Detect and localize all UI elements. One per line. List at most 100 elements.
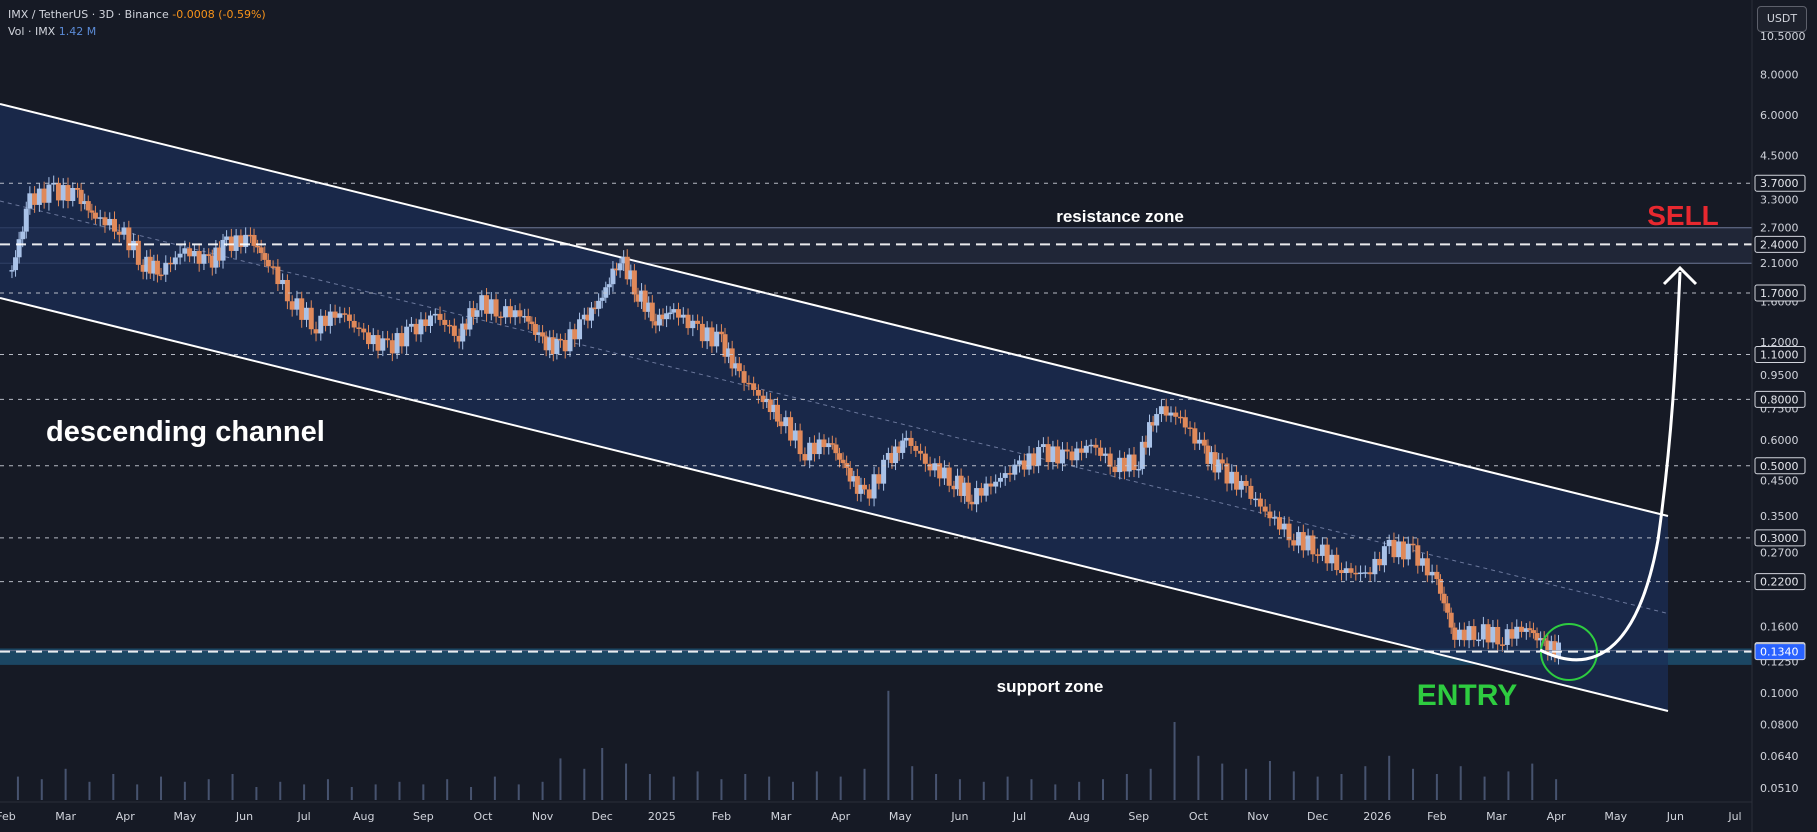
candle-body xyxy=(484,295,490,314)
candle-body xyxy=(1523,628,1529,632)
candle-body xyxy=(1381,546,1387,566)
candle-body xyxy=(1136,468,1142,471)
candle-body xyxy=(209,255,215,268)
arrow-head-icon xyxy=(1662,265,1698,286)
candle-body xyxy=(351,320,357,328)
price-tick-label: 0.4500 xyxy=(1760,475,1799,488)
candle-body xyxy=(1117,457,1123,473)
volume-bar xyxy=(183,781,186,800)
candle-body xyxy=(893,446,899,464)
candle-body xyxy=(442,319,448,325)
time-tick-label: Jun xyxy=(235,810,253,823)
entry-label: ENTRY xyxy=(1417,679,1518,712)
candle-body xyxy=(154,260,160,275)
candle-body xyxy=(213,247,219,268)
candle-body xyxy=(243,234,249,247)
candle-body xyxy=(1448,612,1454,628)
candle-body xyxy=(1343,568,1349,574)
price-tick-label: 0.0800 xyxy=(1760,718,1799,731)
candle-body xyxy=(603,287,609,298)
candle-body xyxy=(498,316,504,318)
candle-body xyxy=(660,314,666,320)
candle-body xyxy=(1429,571,1435,576)
candle-body xyxy=(1362,572,1368,574)
time-tick-label: 2026 xyxy=(1363,810,1391,823)
candle-body xyxy=(1281,523,1287,530)
candle-body xyxy=(667,312,673,315)
candle-body xyxy=(1173,412,1179,417)
candle-body xyxy=(1386,539,1392,547)
volume-header: Vol · IMX 1.42 M xyxy=(8,25,96,38)
candle-body xyxy=(1338,570,1344,574)
candle-body xyxy=(1296,532,1302,546)
candle-body xyxy=(135,240,141,265)
currency-button[interactable]: USDT xyxy=(1757,6,1807,32)
candle-body xyxy=(140,264,146,272)
candle-body xyxy=(1305,535,1311,551)
candle-body xyxy=(1527,628,1533,631)
volume-bar xyxy=(493,776,496,800)
candle-body xyxy=(695,320,701,324)
candle-body xyxy=(1021,460,1027,470)
candle-body xyxy=(332,311,338,318)
price-tick-label: 4.5000 xyxy=(1760,150,1799,163)
candle-body xyxy=(1324,544,1330,564)
candle-body xyxy=(610,268,616,285)
candle-body xyxy=(755,389,761,396)
volume-bar xyxy=(625,763,628,800)
candle-body xyxy=(1504,629,1510,645)
candle-body xyxy=(588,307,594,321)
candle-body xyxy=(592,307,598,310)
candle-body xyxy=(685,314,691,329)
candle-body xyxy=(1471,626,1477,640)
time-tick-label: Mar xyxy=(55,810,76,823)
candle-body xyxy=(284,279,290,302)
price-tick-label: 3.3000 xyxy=(1760,193,1799,206)
candle-body xyxy=(624,256,630,280)
candle-body xyxy=(937,463,943,479)
candle-body xyxy=(201,254,207,264)
candle-body xyxy=(1007,473,1013,475)
candle-body xyxy=(639,290,645,302)
candle-body xyxy=(97,217,103,219)
price-tick-label: 0.1000 xyxy=(1760,687,1799,700)
volume-bar xyxy=(1292,771,1295,800)
candle-body xyxy=(1410,543,1416,546)
candle-body xyxy=(255,245,261,248)
candle-body xyxy=(1480,624,1486,640)
volume-bar xyxy=(1435,774,1438,800)
candle-body xyxy=(1441,593,1447,604)
candle-body xyxy=(1405,543,1411,560)
volume-bar xyxy=(559,758,562,800)
volume-bar xyxy=(1316,776,1319,800)
candle-body xyxy=(1334,554,1340,571)
candle-body xyxy=(522,316,528,318)
candle-body xyxy=(802,454,808,461)
candle-body xyxy=(1212,452,1218,473)
candle-body xyxy=(247,234,253,237)
candle-body xyxy=(1248,485,1254,499)
candle-body xyxy=(903,437,909,441)
candle-body xyxy=(1466,626,1472,641)
candle-body xyxy=(1552,641,1558,657)
price-level-tag xyxy=(1754,284,1806,302)
candle-body xyxy=(299,298,305,320)
candle-body xyxy=(1485,624,1491,643)
volume-bar xyxy=(1078,781,1081,800)
price-level-label: 0.2200 xyxy=(1760,576,1799,589)
candle-body xyxy=(774,404,780,422)
candle-body xyxy=(635,294,641,302)
time-tick-label: Nov xyxy=(532,810,554,823)
candle-body xyxy=(562,339,568,352)
candle-body xyxy=(23,208,29,232)
candle-body xyxy=(41,188,47,203)
candle-body xyxy=(614,268,620,271)
candle-body xyxy=(1139,441,1145,469)
volume-bar xyxy=(1245,768,1248,800)
candle-body xyxy=(1178,416,1184,419)
candle-body xyxy=(85,201,91,211)
candle-body xyxy=(460,323,466,342)
time-tick-label: Aug xyxy=(353,810,374,823)
volume-bar xyxy=(16,776,19,800)
